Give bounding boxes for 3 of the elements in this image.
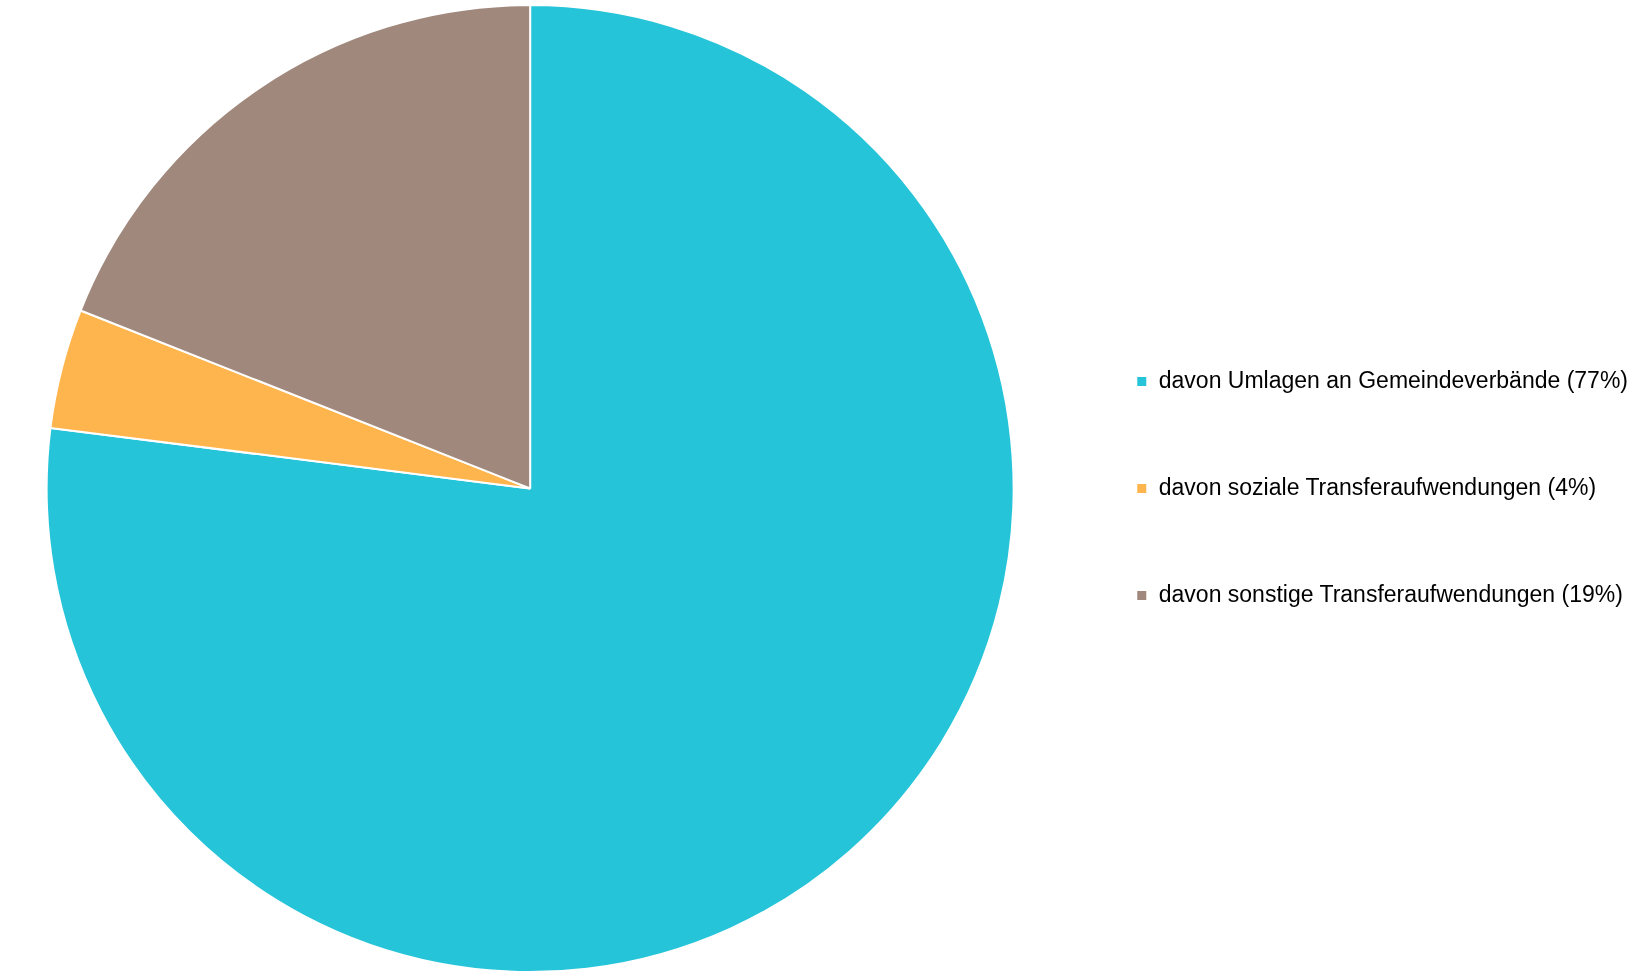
- legend-label: davon sonstige Transferaufwendungen (19%): [1158, 580, 1623, 607]
- legend-label: davon soziale Transferaufwendungen (4%): [1158, 473, 1597, 500]
- legend-label: davon Umlagen an Gemeindeverbände (77%): [1158, 366, 1628, 393]
